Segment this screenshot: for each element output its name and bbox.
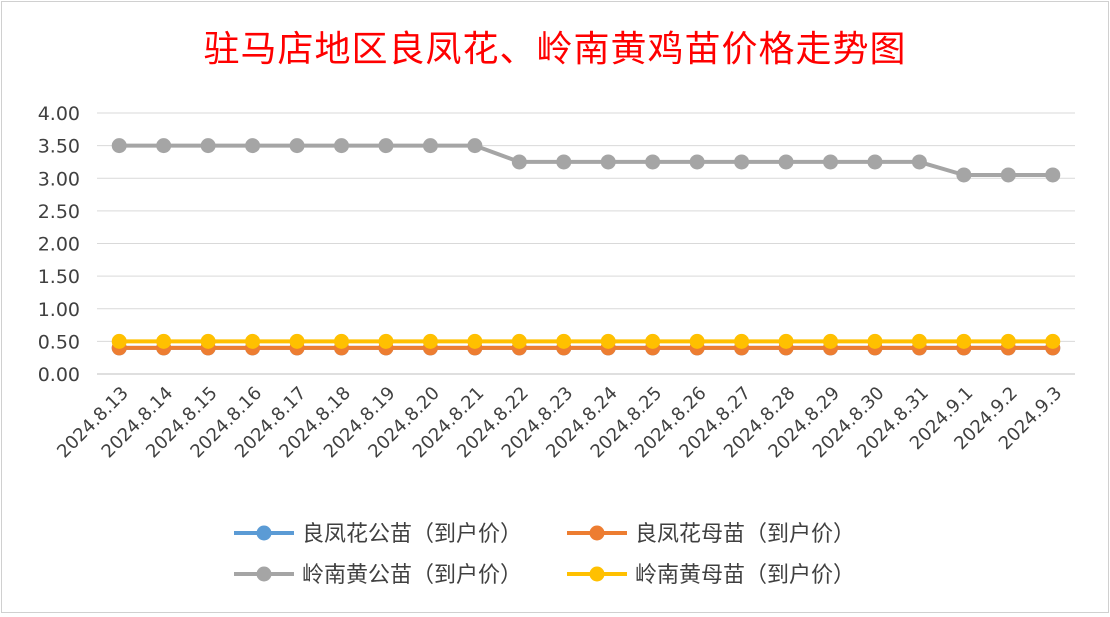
legend-marker — [589, 566, 605, 582]
data-point — [778, 154, 794, 170]
data-point — [245, 138, 261, 154]
y-tick-label: 0.50 — [38, 331, 80, 353]
data-point — [823, 154, 838, 170]
data-point — [645, 154, 661, 170]
legend-item-3: 岭南黄公苗（到户价） — [234, 563, 522, 588]
data-point — [245, 333, 261, 349]
data-point — [378, 138, 394, 154]
data-point — [1045, 167, 1061, 183]
data-point — [156, 138, 172, 154]
data-point — [556, 333, 572, 349]
legend-item-1: 良凤花公苗（到户价） — [234, 522, 522, 547]
chart-title: 驻马店地区良凤花、岭南黄鸡苗价格走势图 — [203, 29, 907, 70]
data-point — [867, 333, 883, 349]
data-point — [467, 138, 483, 154]
y-tick-label: 2.00 — [38, 234, 80, 256]
data-point — [600, 154, 616, 170]
legend-item-2: 良凤花母苗（到户价） — [567, 522, 855, 547]
data-point — [823, 333, 838, 349]
data-point — [911, 333, 927, 349]
legend-item-4: 岭南黄母苗（到户价） — [567, 563, 855, 588]
data-point — [1000, 167, 1016, 183]
y-tick-label: 0.00 — [38, 364, 80, 386]
data-point — [111, 333, 127, 349]
data-point — [956, 167, 972, 183]
data-point — [734, 333, 750, 349]
legend-marker — [589, 525, 605, 541]
data-point — [111, 138, 127, 154]
series-3 — [111, 138, 1061, 183]
legend: 良凤花公苗（到户价） 良凤花母苗（到户价） 岭南黄公苗（到户价） 岭南黄母苗（到户价） — [234, 522, 855, 588]
data-point — [600, 333, 616, 349]
data-point — [956, 333, 972, 349]
legend-label: 良凤花母苗（到户价） — [635, 522, 855, 547]
series-4 — [111, 333, 1061, 349]
legend-marker — [256, 525, 272, 541]
data-point — [422, 138, 438, 154]
data-point — [200, 333, 216, 349]
series-lines — [111, 138, 1061, 356]
series-line — [119, 143, 1053, 177]
gridlines — [97, 112, 1075, 375]
y-tick-label: 3.50 — [38, 136, 80, 158]
data-point — [689, 333, 705, 349]
data-point — [334, 333, 349, 349]
data-point — [467, 333, 483, 349]
data-point — [689, 154, 705, 170]
data-point — [511, 154, 527, 170]
legend-label: 岭南黄母苗（到户价） — [635, 563, 855, 588]
y-axis-ticks: 0.00 0.50 1.00 1.50 2.00 2.50 3.00 3.50 4.00 — [38, 103, 80, 386]
legend-marker — [256, 566, 272, 582]
data-point — [645, 333, 661, 349]
y-tick-label: 2.50 — [38, 201, 80, 223]
data-point — [334, 138, 349, 154]
data-point — [556, 154, 572, 170]
y-tick-label: 1.50 — [38, 266, 80, 288]
data-point — [911, 154, 927, 170]
data-point — [734, 154, 750, 170]
data-point — [1000, 333, 1016, 349]
data-point — [511, 333, 527, 349]
data-point — [156, 333, 172, 349]
data-point — [289, 333, 305, 349]
data-point — [200, 138, 216, 154]
data-point — [289, 138, 305, 154]
legend-label: 岭南黄公苗（到户价） — [302, 563, 522, 588]
y-tick-label: 1.00 — [38, 299, 80, 321]
data-point — [778, 333, 794, 349]
data-point — [422, 333, 438, 349]
data-point — [867, 154, 883, 170]
x-axis-ticks: 2024.8.132024.8.142024.8.152024.8.162024… — [53, 383, 1066, 463]
y-tick-label: 4.00 — [38, 103, 80, 125]
legend-label: 良凤花公苗（到户价） — [302, 522, 522, 547]
data-point — [1045, 333, 1061, 349]
data-point — [378, 333, 394, 349]
y-tick-label: 3.00 — [38, 168, 80, 190]
